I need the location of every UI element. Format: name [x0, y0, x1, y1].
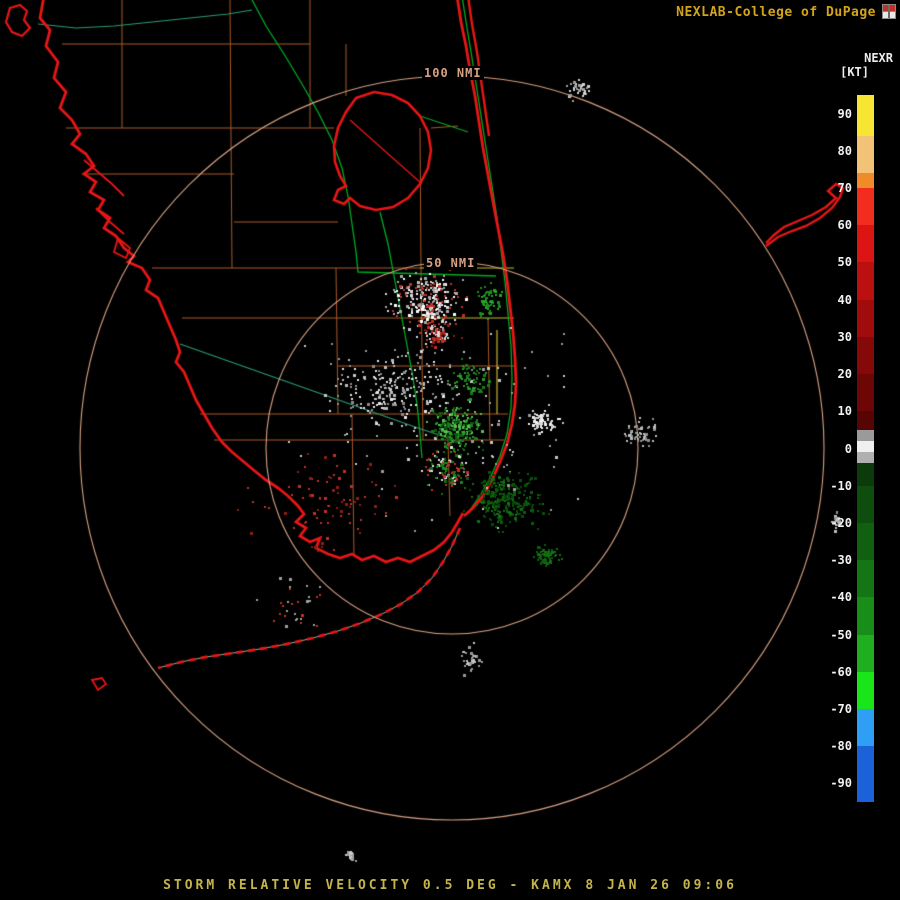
- range-ring-label-50nmi: 50 NMI: [424, 256, 478, 270]
- brand-title: NEXLAB-College of DuPage: [676, 5, 876, 20]
- color-scale-segment: [857, 560, 874, 598]
- color-scale-segment: [857, 336, 874, 375]
- color-scale-segment: [857, 671, 874, 709]
- color-scale-segment: [857, 708, 874, 747]
- color-scale-segment: [857, 452, 874, 464]
- range-ring-label-100nmi: 100 NMI: [422, 66, 484, 80]
- color-scale-segment: [857, 173, 874, 189]
- color-scale-segment: [857, 188, 874, 226]
- product-status-line: STORM RELATIVE VELOCITY 0.5 DEG - KAMX 8…: [163, 878, 737, 893]
- product-code-label: NEXR: [864, 51, 893, 65]
- color-scale-segment: [857, 597, 874, 635]
- color-scale-segment: [857, 374, 874, 412]
- color-scale-segment: [857, 225, 874, 263]
- velocity-color-scale: [857, 95, 874, 802]
- color-scale-segment: [857, 746, 874, 802]
- color-scale-segment: [857, 262, 874, 300]
- color-scale-segment: [857, 634, 874, 672]
- color-scale-segment: [857, 95, 874, 136]
- color-scale-segment: [857, 463, 874, 486]
- cod-logo-icon: [882, 4, 896, 19]
- color-scale-segment: [857, 299, 874, 337]
- color-scale-segment: [857, 522, 874, 561]
- color-scale-segment: [857, 135, 874, 174]
- color-scale-segment: [857, 441, 874, 453]
- color-scale-segment: [857, 485, 874, 523]
- color-scale-segment: [857, 429, 874, 442]
- color-scale-segment: [857, 411, 874, 430]
- units-label: [KT]: [840, 65, 869, 79]
